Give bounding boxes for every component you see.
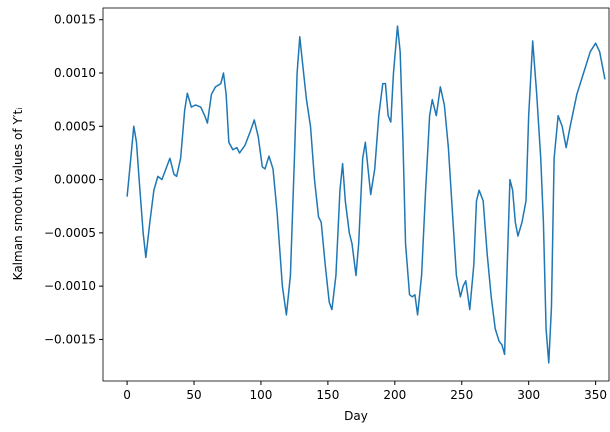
x-axis-label: Day [344,409,368,423]
x-tick-label: 200 [383,388,406,402]
y-tick-label: −0.0015 [44,332,96,346]
x-tick-label: 300 [517,388,540,402]
y-tick-label: −0.0010 [44,279,96,293]
x-tick-label: 100 [250,388,273,402]
y-tick-label: 0.0010 [54,66,96,80]
x-tick-label: 250 [450,388,473,402]
x-tick-label: 50 [186,388,201,402]
data-line [126,25,606,364]
y-tick-label: 0.0015 [54,13,96,27]
y-axis-label: Kalman smooth values of Y′tᵢ [11,108,25,281]
plot-frame [102,7,610,382]
x-tick-label: 0 [123,388,131,402]
y-tick-label: −0.0005 [44,226,96,240]
y-tick-label: 0.0000 [54,173,96,187]
x-tick-label: 350 [584,388,607,402]
x-tick-label: 150 [316,388,339,402]
y-tick-label: 0.0005 [54,119,96,133]
